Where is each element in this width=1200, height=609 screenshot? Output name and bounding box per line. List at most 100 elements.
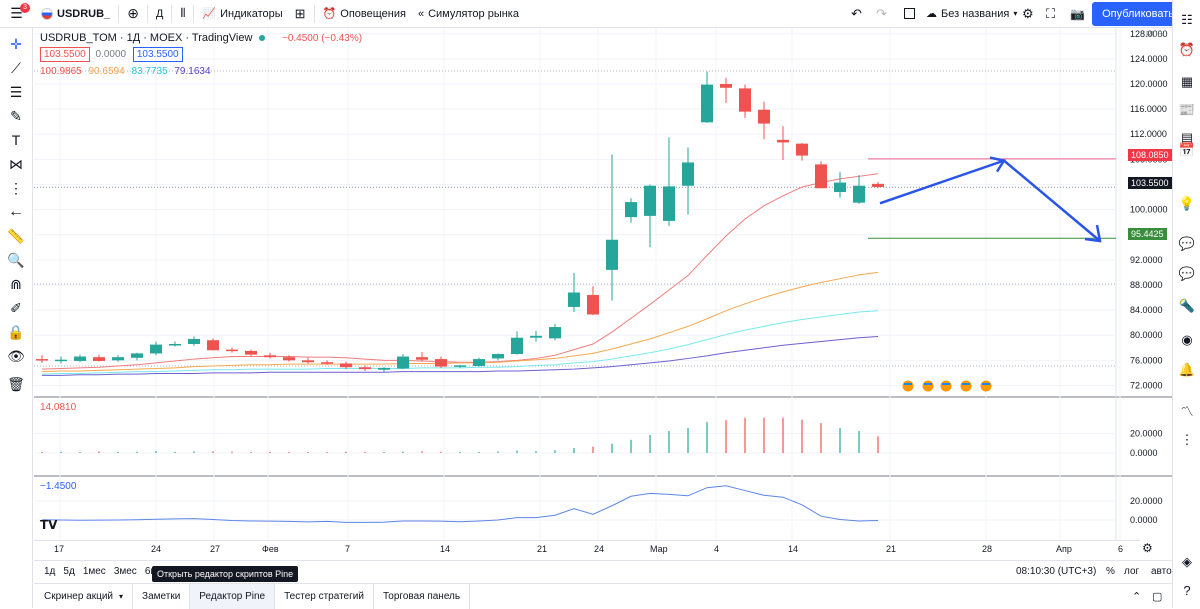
candle-body	[796, 143, 808, 156]
event-flag-stripe	[904, 383, 912, 385]
trash-icon[interactable]: 🗑	[7, 375, 25, 392]
pattern-icon[interactable]: ⋈	[9, 155, 23, 172]
dom-icon[interactable]: ⋮	[1180, 432, 1194, 447]
ruler-icon[interactable]: 📏	[7, 227, 25, 244]
tab-trading-panel[interactable]: Торговая панель	[374, 583, 471, 609]
range-5d[interactable]: 5д	[63, 566, 75, 577]
range-6m[interactable]: 6м	[145, 566, 157, 577]
news-icon[interactable]: 📰	[1178, 102, 1196, 117]
lightbulb-icon[interactable]: 💡	[1178, 196, 1196, 211]
candle-body	[758, 109, 770, 124]
auto-toggle[interactable]: авто	[1151, 566, 1172, 577]
candle-body	[682, 162, 694, 186]
indicators-icon: 📈	[202, 8, 217, 20]
undo-button[interactable]: ↶	[845, 0, 868, 28]
hotlist-icon[interactable]: ▤	[1180, 130, 1194, 145]
tradingview-logo: 𝗧𝗩	[40, 518, 58, 532]
price-chart[interactable]: 128.0000 124.0000 120.0000 116.0000 112.0000…	[0, 28, 1200, 588]
tab-screener[interactable]: Скринер акций ▾	[34, 583, 134, 609]
replay-button[interactable]: « Симулятор рынка	[412, 0, 525, 28]
x-label: 17	[54, 544, 65, 554]
bid-box[interactable]: 103.5500	[40, 47, 90, 62]
tab-strategy-tester[interactable]: Тестер стратегий	[275, 583, 374, 609]
log-toggle[interactable]: лог	[1124, 566, 1140, 577]
crosshair-icon[interactable]: ✛	[10, 35, 22, 52]
candle-body	[739, 88, 751, 112]
magnet-icon[interactable]: ⋒	[10, 275, 22, 292]
divider	[118, 4, 120, 23]
x-label: Фев	[262, 544, 279, 554]
indicators-button[interactable]: 📈 Индикаторы	[196, 0, 288, 28]
snapshot-button[interactable]: 📷	[1064, 0, 1091, 28]
tab-pine-editor[interactable]: Редактор Pine	[190, 583, 276, 609]
range-3m[interactable]: 3мес	[113, 566, 137, 577]
signal-icon[interactable]: ◉	[1181, 332, 1193, 347]
bell-icon[interactable]: 🔔	[1178, 362, 1196, 377]
collapse-icon[interactable]: ⌃	[1132, 590, 1142, 603]
data-window-icon[interactable]: ▦	[1180, 74, 1194, 89]
quote-row: 103.5500 0.0000 103.5500	[40, 47, 186, 62]
text-icon[interactable]: T	[11, 132, 21, 148]
candle-body	[93, 357, 105, 361]
brush-icon[interactable]: ✎	[10, 107, 22, 124]
chart-type-button[interactable]: ⫴	[174, 0, 191, 28]
templates-button[interactable]: ⊞	[289, 0, 312, 28]
redo-button[interactable]: ↷	[870, 0, 893, 28]
pattern-chart-icon[interactable]: 〽	[1180, 403, 1194, 419]
menu-button[interactable]: ☰ 3	[0, 0, 33, 28]
candle-body	[245, 350, 257, 355]
alert-clock-icon[interactable]: ⏰	[1178, 42, 1196, 57]
ask-box[interactable]: 103.5500	[132, 47, 183, 62]
interval-button[interactable]: Д	[155, 7, 164, 20]
ideas-icon[interactable]: 🔦	[1178, 298, 1196, 313]
percent-toggle[interactable]: %	[1106, 566, 1115, 577]
layout-name-button[interactable]: ☁ Без названия ▾	[920, 0, 1023, 28]
currency-label: RUB	[1146, 30, 1163, 39]
y-tick-label: 128.0000	[1130, 29, 1168, 39]
divider	[146, 4, 148, 23]
range-1m[interactable]: 1мес	[82, 566, 106, 577]
symbol-search[interactable]: USDRUB_	[33, 0, 116, 28]
help-icon[interactable]: ?	[1183, 582, 1191, 598]
eye-icon[interactable]: 👁	[7, 347, 25, 364]
y-tick-label: 92.0000	[1130, 255, 1163, 265]
candle-body	[112, 357, 124, 361]
layers-icon[interactable]: ◈	[1182, 554, 1192, 569]
rewind-icon: «	[417, 7, 425, 20]
maximize-icon[interactable]: ▢	[1152, 590, 1163, 603]
y-tick-label: 0.0000	[1130, 515, 1158, 525]
settings-button[interactable]: ⚙	[1016, 0, 1040, 28]
pencil-lock-icon[interactable]: ✐	[10, 299, 22, 316]
fullscreen-toggle[interactable]	[898, 0, 921, 28]
replay-label: Симулятор рынка	[428, 7, 519, 20]
time-axis[interactable]: 17 24 27 Фев 7 14 21 24 Мар 4 14 21 28 А…	[34, 540, 1140, 556]
streams-icon[interactable]: 💬	[1178, 266, 1196, 281]
timezone-time[interactable]: 08:10:30 (UTC+3)	[1016, 566, 1097, 577]
ma4-line	[42, 335, 879, 376]
calendar-icon[interactable]: 📅	[1178, 142, 1196, 157]
chevron-down-icon: ▾	[119, 591, 124, 601]
candle-body	[872, 183, 884, 187]
lock-icon[interactable]: 🔒	[7, 323, 25, 340]
osc-legend: −1.4500	[40, 481, 77, 492]
ma3-line	[41, 310, 879, 375]
tab-notes[interactable]: Заметки	[133, 583, 191, 609]
candle-body	[663, 186, 675, 221]
axis-settings-button[interactable]: ⚙	[1142, 541, 1153, 555]
spread-value: 0.0000	[95, 49, 127, 60]
compare-button[interactable]: ⊕	[121, 0, 145, 28]
trendline-icon[interactable]: ⟋	[11, 59, 21, 76]
expand-button[interactable]: ⛶	[1040, 0, 1061, 28]
zoom-in-icon[interactable]: 🔍	[7, 251, 25, 268]
back-arrow-icon[interactable]: ←	[8, 203, 24, 220]
pine-editor-tooltip: Открыть редактор скриптов Pine	[152, 566, 299, 582]
alerts-button[interactable]: ⏰ Оповещения	[317, 0, 412, 28]
publish-button[interactable]: Опубликовать	[1092, 2, 1184, 26]
chat-icon[interactable]: 💬	[1178, 236, 1196, 251]
forecast-icon[interactable]: ⋮	[9, 179, 23, 196]
horizontal-lines-icon[interactable]: ☰	[9, 83, 23, 100]
range-1d[interactable]: 1д	[44, 566, 56, 577]
candle-body	[853, 185, 865, 203]
event-flag-icon	[901, 379, 915, 393]
watchlist-icon[interactable]: ☷	[1181, 12, 1193, 27]
